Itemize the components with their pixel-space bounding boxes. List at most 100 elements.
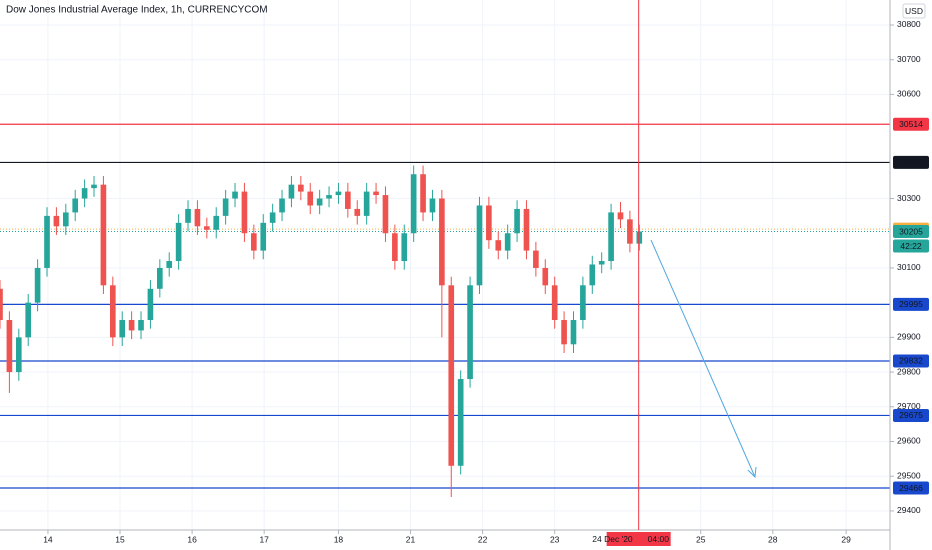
candle-body (269, 212, 276, 223)
x-tick-label: 28 (768, 534, 778, 544)
x-tick-label: 23 (550, 534, 560, 544)
candle-body (109, 285, 116, 338)
x-tick-label: 14 (43, 534, 53, 544)
candle-body (222, 198, 229, 216)
candle-body (382, 195, 389, 234)
candle-body (486, 205, 492, 241)
candle-body (410, 174, 417, 234)
candle-body (627, 219, 633, 244)
candle-body (608, 212, 614, 262)
trend-arrow-head (747, 466, 757, 479)
candles (0, 165, 643, 498)
candle-body (91, 184, 97, 189)
candle-body (429, 198, 436, 213)
countdown: 42:22 (900, 241, 922, 251)
candle-body (373, 191, 379, 196)
candle-body (260, 222, 267, 251)
candle-body (194, 208, 201, 227)
candle-body (580, 285, 586, 321)
candle-body (439, 198, 445, 286)
candle-body (589, 264, 596, 286)
candle-body (119, 320, 126, 338)
candle-body (495, 240, 502, 251)
candle-body (241, 191, 248, 234)
candle-body (326, 195, 332, 199)
last-price-label-box (893, 225, 929, 239)
candle-body (570, 320, 577, 345)
y-tick-label: 29700 (897, 401, 921, 411)
candle-body (166, 261, 173, 268)
candle-body (62, 212, 69, 227)
y-tick-label: 29900 (897, 332, 921, 342)
candle-body (6, 320, 13, 373)
x-tick-label: 25 (696, 534, 706, 544)
x-tick-label: 22 (478, 534, 488, 544)
level-label-box (893, 155, 929, 169)
currency[interactable]: USD (905, 6, 923, 16)
candle-body (392, 233, 398, 262)
y-tick-label: 29500 (897, 470, 921, 480)
candle-body (354, 208, 361, 216)
level-label: 30514 (899, 119, 923, 129)
candle-body (204, 226, 210, 230)
candle-body (288, 184, 295, 199)
y-tick-label: 29400 (897, 505, 921, 515)
level-label-box (893, 408, 929, 422)
level-label: 30404 (899, 157, 923, 167)
candle-body (335, 191, 342, 196)
level-label: 29675 (899, 410, 923, 420)
candle-body (100, 184, 107, 286)
candle-body (25, 302, 32, 338)
grid (0, 0, 890, 530)
y-tick-label: 29600 (897, 436, 921, 446)
level-label: 29832 (899, 356, 923, 366)
candle-body (448, 285, 455, 466)
level-label-box (893, 481, 929, 495)
currency-box[interactable] (902, 3, 926, 19)
candle-body (44, 215, 50, 268)
candle-body (15, 337, 22, 373)
candle-body (185, 208, 191, 223)
x-tick-label: 21 (406, 534, 416, 544)
candle-body (175, 222, 182, 262)
crosshair-label-box (606, 532, 671, 546)
x-tick-label: 17 (259, 534, 269, 544)
candle-body (0, 288, 3, 321)
candle-body (504, 233, 511, 251)
candle-body (636, 231, 643, 244)
candle-body (420, 174, 426, 213)
candle-body (617, 212, 624, 220)
candle-body (34, 267, 41, 303)
candle-body (232, 191, 238, 199)
y-tick-label: 30300 (897, 193, 921, 203)
candle-body (72, 198, 79, 213)
x-tick-label: 18 (334, 534, 344, 544)
candle-body (476, 205, 483, 286)
x-tick-label: 16 (187, 534, 197, 544)
countdown-box (893, 239, 929, 253)
y-tick-label: 30800 (897, 19, 921, 29)
candle-body (138, 320, 144, 331)
y-tick-label: 29800 (897, 366, 921, 376)
candle-body (128, 320, 135, 331)
candle-body (81, 188, 88, 199)
candle-body (147, 288, 154, 321)
candle-body (363, 191, 370, 216)
candle-body (213, 215, 220, 230)
x-tick-label: 15 (115, 534, 125, 544)
last-price-label: 30205 (899, 226, 923, 236)
candle-body (598, 261, 605, 265)
candle-body (523, 208, 530, 251)
candle-body (316, 198, 323, 206)
level-label-box (893, 297, 929, 311)
candle-body (53, 215, 60, 227)
level-label-box (893, 354, 929, 368)
candle-body (279, 198, 285, 213)
candle-body (457, 379, 464, 466)
y-tick-label: 30100 (897, 262, 921, 272)
y-tick-label: 30700 (897, 54, 921, 64)
candle-body (514, 208, 520, 234)
x-tick-label: 29 (841, 534, 851, 544)
